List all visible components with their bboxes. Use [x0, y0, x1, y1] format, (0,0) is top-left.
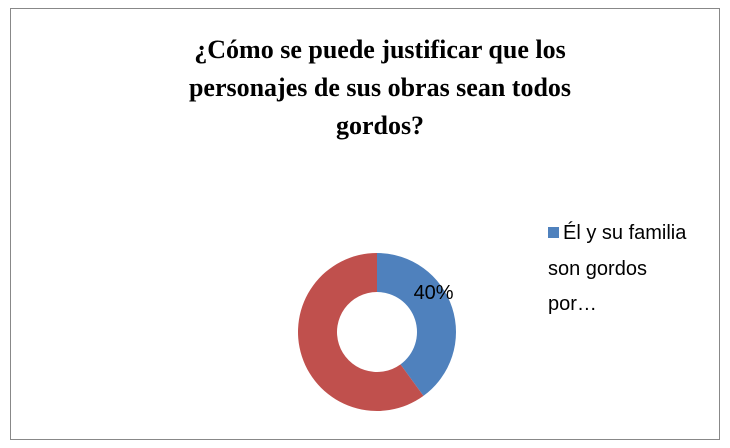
- legend-label: Él y su familia son gordos por…: [548, 222, 687, 315]
- donut-segment: [377, 253, 457, 396]
- donut-segment: [298, 253, 424, 411]
- legend-swatch: [548, 227, 559, 238]
- legend: Él y su familia son gordos por…: [548, 216, 688, 323]
- data-label: 40%: [414, 282, 454, 304]
- legend-item: Él y su familia son gordos por…: [548, 216, 688, 323]
- chart-title: ¿Cómo se puede justificar que los person…: [188, 35, 572, 140]
- chart-border: [10, 8, 720, 440]
